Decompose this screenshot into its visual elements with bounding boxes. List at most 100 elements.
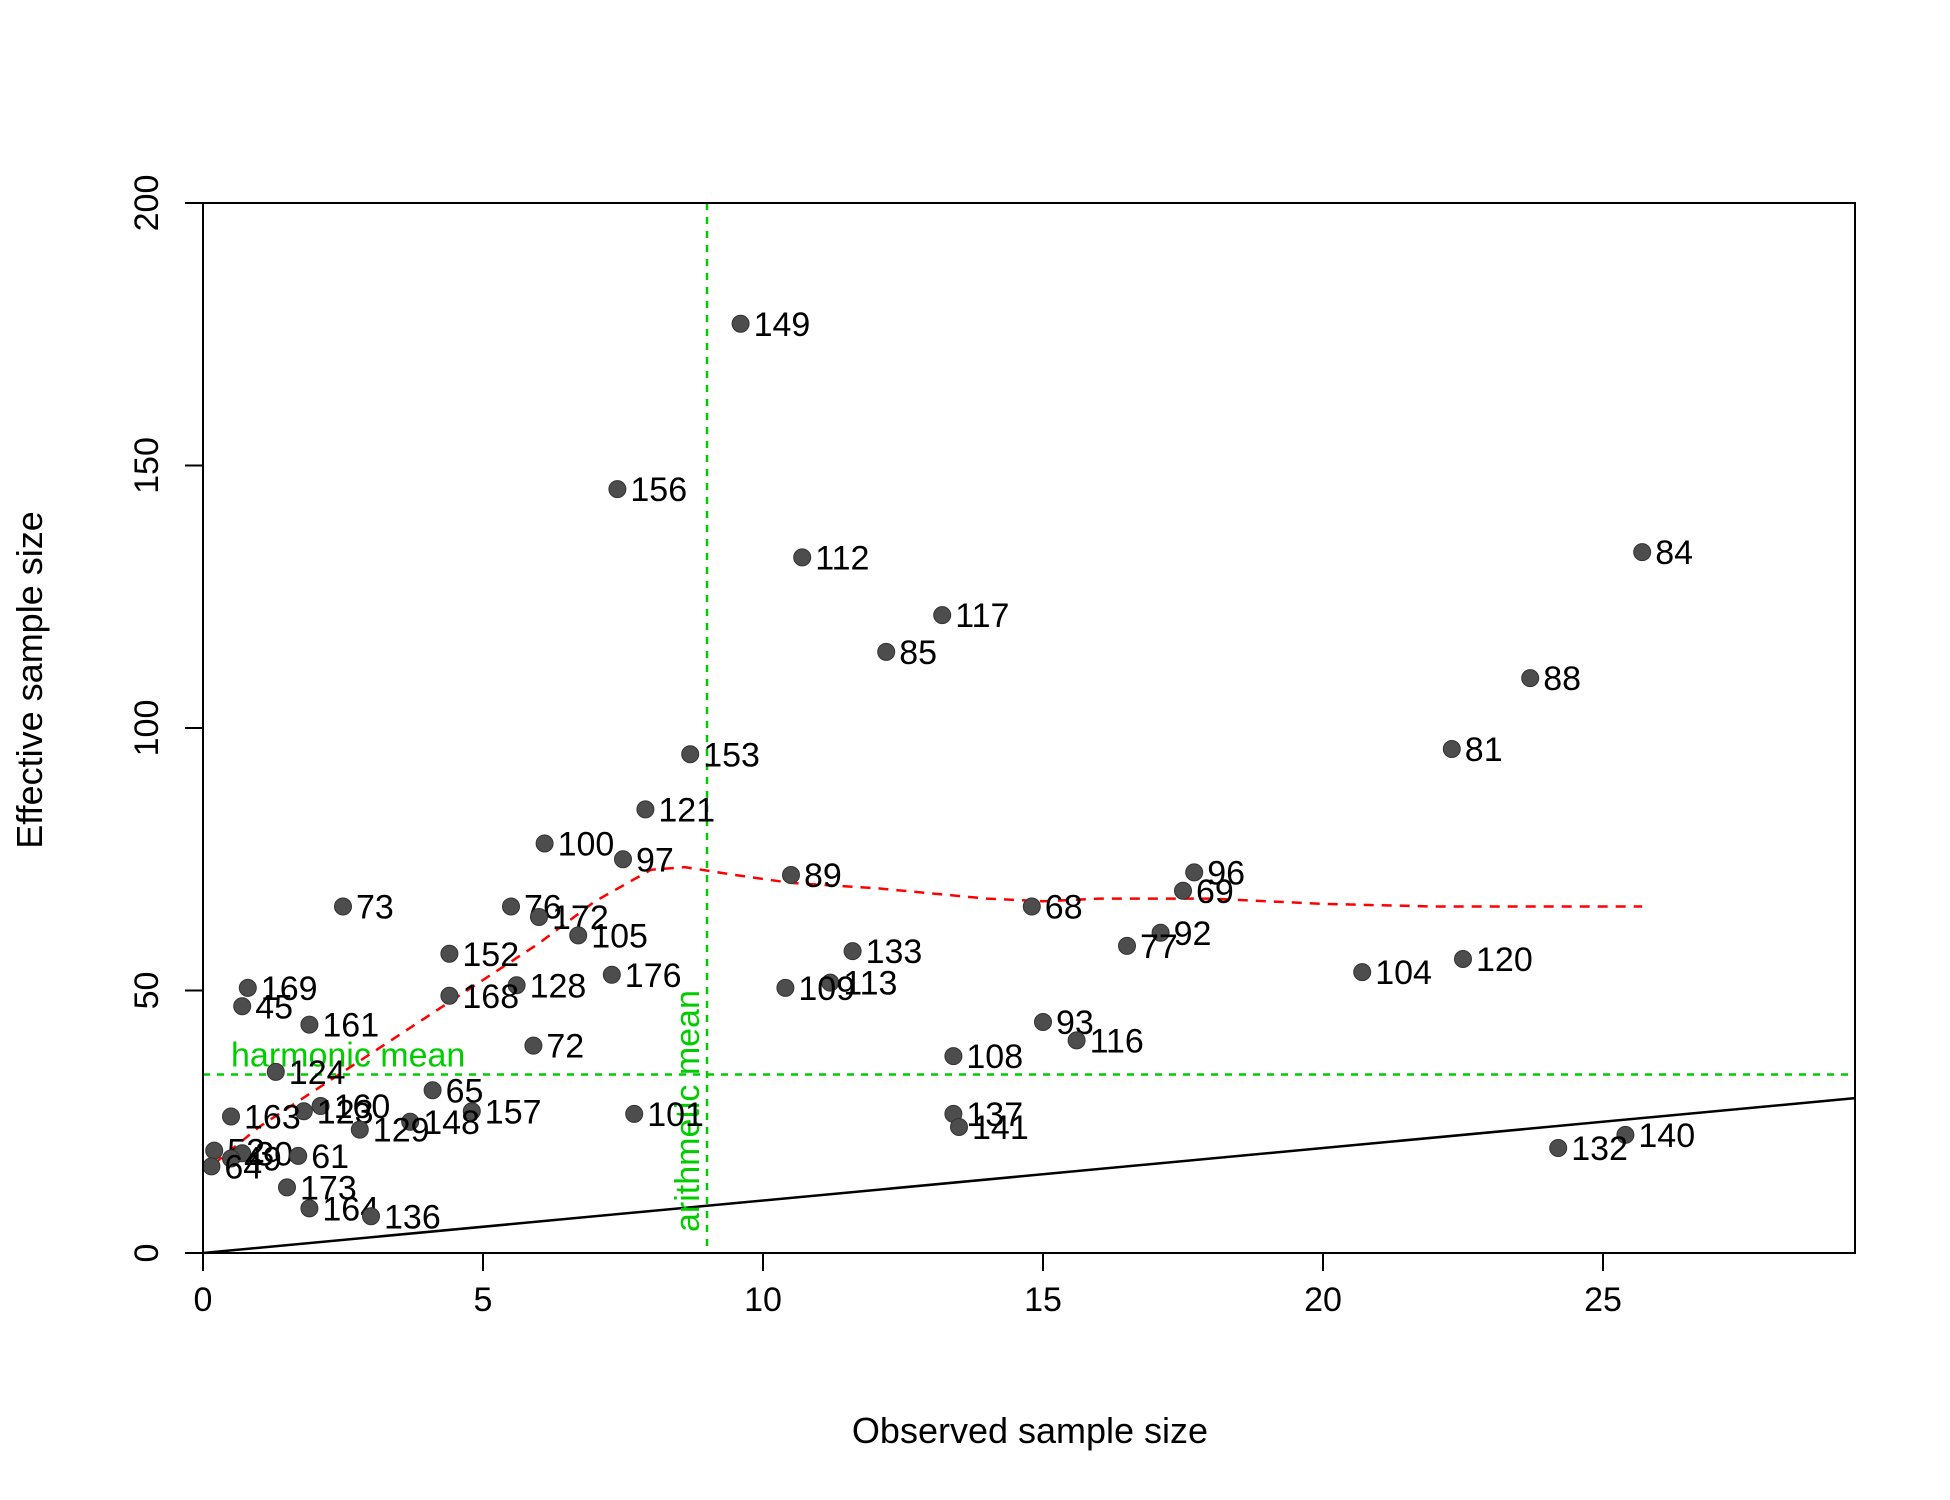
data-point [238, 978, 257, 997]
data-point [440, 944, 459, 963]
data-point-label: 156 [630, 471, 687, 509]
data-point-label: 113 [843, 965, 897, 1003]
y-tick-label: 200 [128, 175, 166, 232]
data-point [608, 480, 627, 499]
data-point [793, 548, 812, 567]
data-point [334, 897, 352, 916]
data-point [300, 1015, 319, 1034]
data-point-label: 81 [1465, 731, 1503, 769]
data-point [821, 973, 840, 992]
data-point [440, 986, 459, 1005]
data-point [462, 1102, 481, 1121]
x-tick-label: 20 [1304, 1281, 1342, 1319]
data-point [1442, 740, 1461, 758]
y-tick-label: 100 [128, 700, 166, 757]
y-tick-label: 150 [128, 437, 166, 494]
reference-lines: harmonic mean arithmetic mean [203, 203, 1855, 1253]
data-point-label: 148 [423, 1104, 480, 1142]
data-point-label: 140 [1638, 1117, 1695, 1155]
data-point [530, 908, 548, 926]
data-point-label: 68 [1045, 889, 1083, 927]
x-tick-label: 25 [1584, 1281, 1622, 1319]
data-point-label: 153 [703, 736, 760, 774]
data-point-label: 121 [658, 791, 715, 829]
data-point-label: 168 [462, 978, 519, 1016]
data-point [202, 1157, 221, 1176]
data-point-label: 149 [754, 306, 811, 344]
data-point [362, 1207, 380, 1226]
data-point-label: 61 [311, 1138, 349, 1176]
data-point-label: 137 [966, 1096, 1023, 1134]
arithmetic-mean-label: arithmetic mean [669, 990, 707, 1232]
data-point-label: 112 [815, 539, 869, 577]
data-point [300, 1199, 319, 1218]
data-point [569, 926, 588, 945]
data-point [507, 976, 526, 995]
x-tick-label: 15 [1024, 1281, 1062, 1319]
data-point [944, 1047, 963, 1066]
data-point-label: 88 [1543, 660, 1581, 698]
data-point [1022, 897, 1041, 916]
data-point [266, 1062, 285, 1081]
y-axis-title: Effective sample size [9, 511, 50, 848]
data-point-label: 65 [446, 1072, 484, 1110]
data-point-label: 96 [1207, 854, 1245, 892]
data-point [950, 1118, 968, 1136]
y-tick-label: 0 [128, 1244, 166, 1263]
data-point [1633, 543, 1652, 562]
data-point-label: 124 [289, 1054, 346, 1092]
data-point-label: 45 [255, 988, 293, 1026]
data-point [233, 997, 252, 1016]
data-point-label: 89 [804, 857, 842, 895]
data-point-label: 129 [373, 1112, 430, 1150]
data-point [636, 800, 655, 819]
data-point-label: 69 [1196, 873, 1234, 911]
data-point [1118, 936, 1136, 955]
data-point [294, 1102, 313, 1121]
identity-line-segment [202, 1096, 1856, 1255]
data-point [731, 314, 750, 333]
x-tick-label: 0 [194, 1281, 213, 1319]
data-point-label: 161 [322, 1007, 379, 1045]
data-point [614, 850, 632, 869]
data-point [1185, 863, 1204, 882]
data-point-label: 84 [1655, 534, 1693, 572]
data-point [681, 745, 700, 764]
data-point-label: 30 [255, 1135, 293, 1173]
x-tick-label: 10 [744, 1281, 782, 1319]
data-point [502, 897, 520, 916]
data-point-label: 116 [1090, 1022, 1144, 1060]
data-point-label: 64 [224, 1148, 262, 1186]
data-point [205, 1141, 224, 1160]
data-point-label: 157 [485, 1093, 542, 1131]
data-point [1616, 1125, 1635, 1144]
data-point [776, 978, 795, 997]
y-tick-label: 50 [128, 972, 166, 1010]
data-point-label: 73 [356, 889, 394, 927]
data-point-label: 176 [625, 957, 682, 995]
data-point-label: 169 [261, 970, 318, 1008]
data-point-label: 120 [1476, 941, 1533, 979]
data-point [289, 1146, 308, 1165]
data-point-label: 128 [530, 967, 587, 1005]
data-point-label: 117 [955, 597, 1009, 635]
data-point-label: 163 [244, 1099, 301, 1137]
data-point-label: 77 [1140, 928, 1178, 966]
data-point [311, 1097, 330, 1115]
data-point [222, 1149, 240, 1168]
data-point-label: 132 [1571, 1130, 1628, 1168]
data-point-label: 160 [334, 1088, 391, 1126]
axes: 0 5 10 15 20 25 0 50 100 150 200 [128, 175, 1856, 1319]
data-point [423, 1081, 442, 1100]
data-point [602, 965, 621, 984]
data-point [535, 834, 554, 853]
data-point [933, 606, 952, 625]
data-point-label: 104 [1375, 954, 1432, 992]
data-point [782, 866, 800, 884]
data-point-label: 133 [866, 933, 923, 971]
data-point [1521, 669, 1540, 688]
identity-line [202, 1096, 1856, 1255]
data-point [625, 1104, 644, 1123]
